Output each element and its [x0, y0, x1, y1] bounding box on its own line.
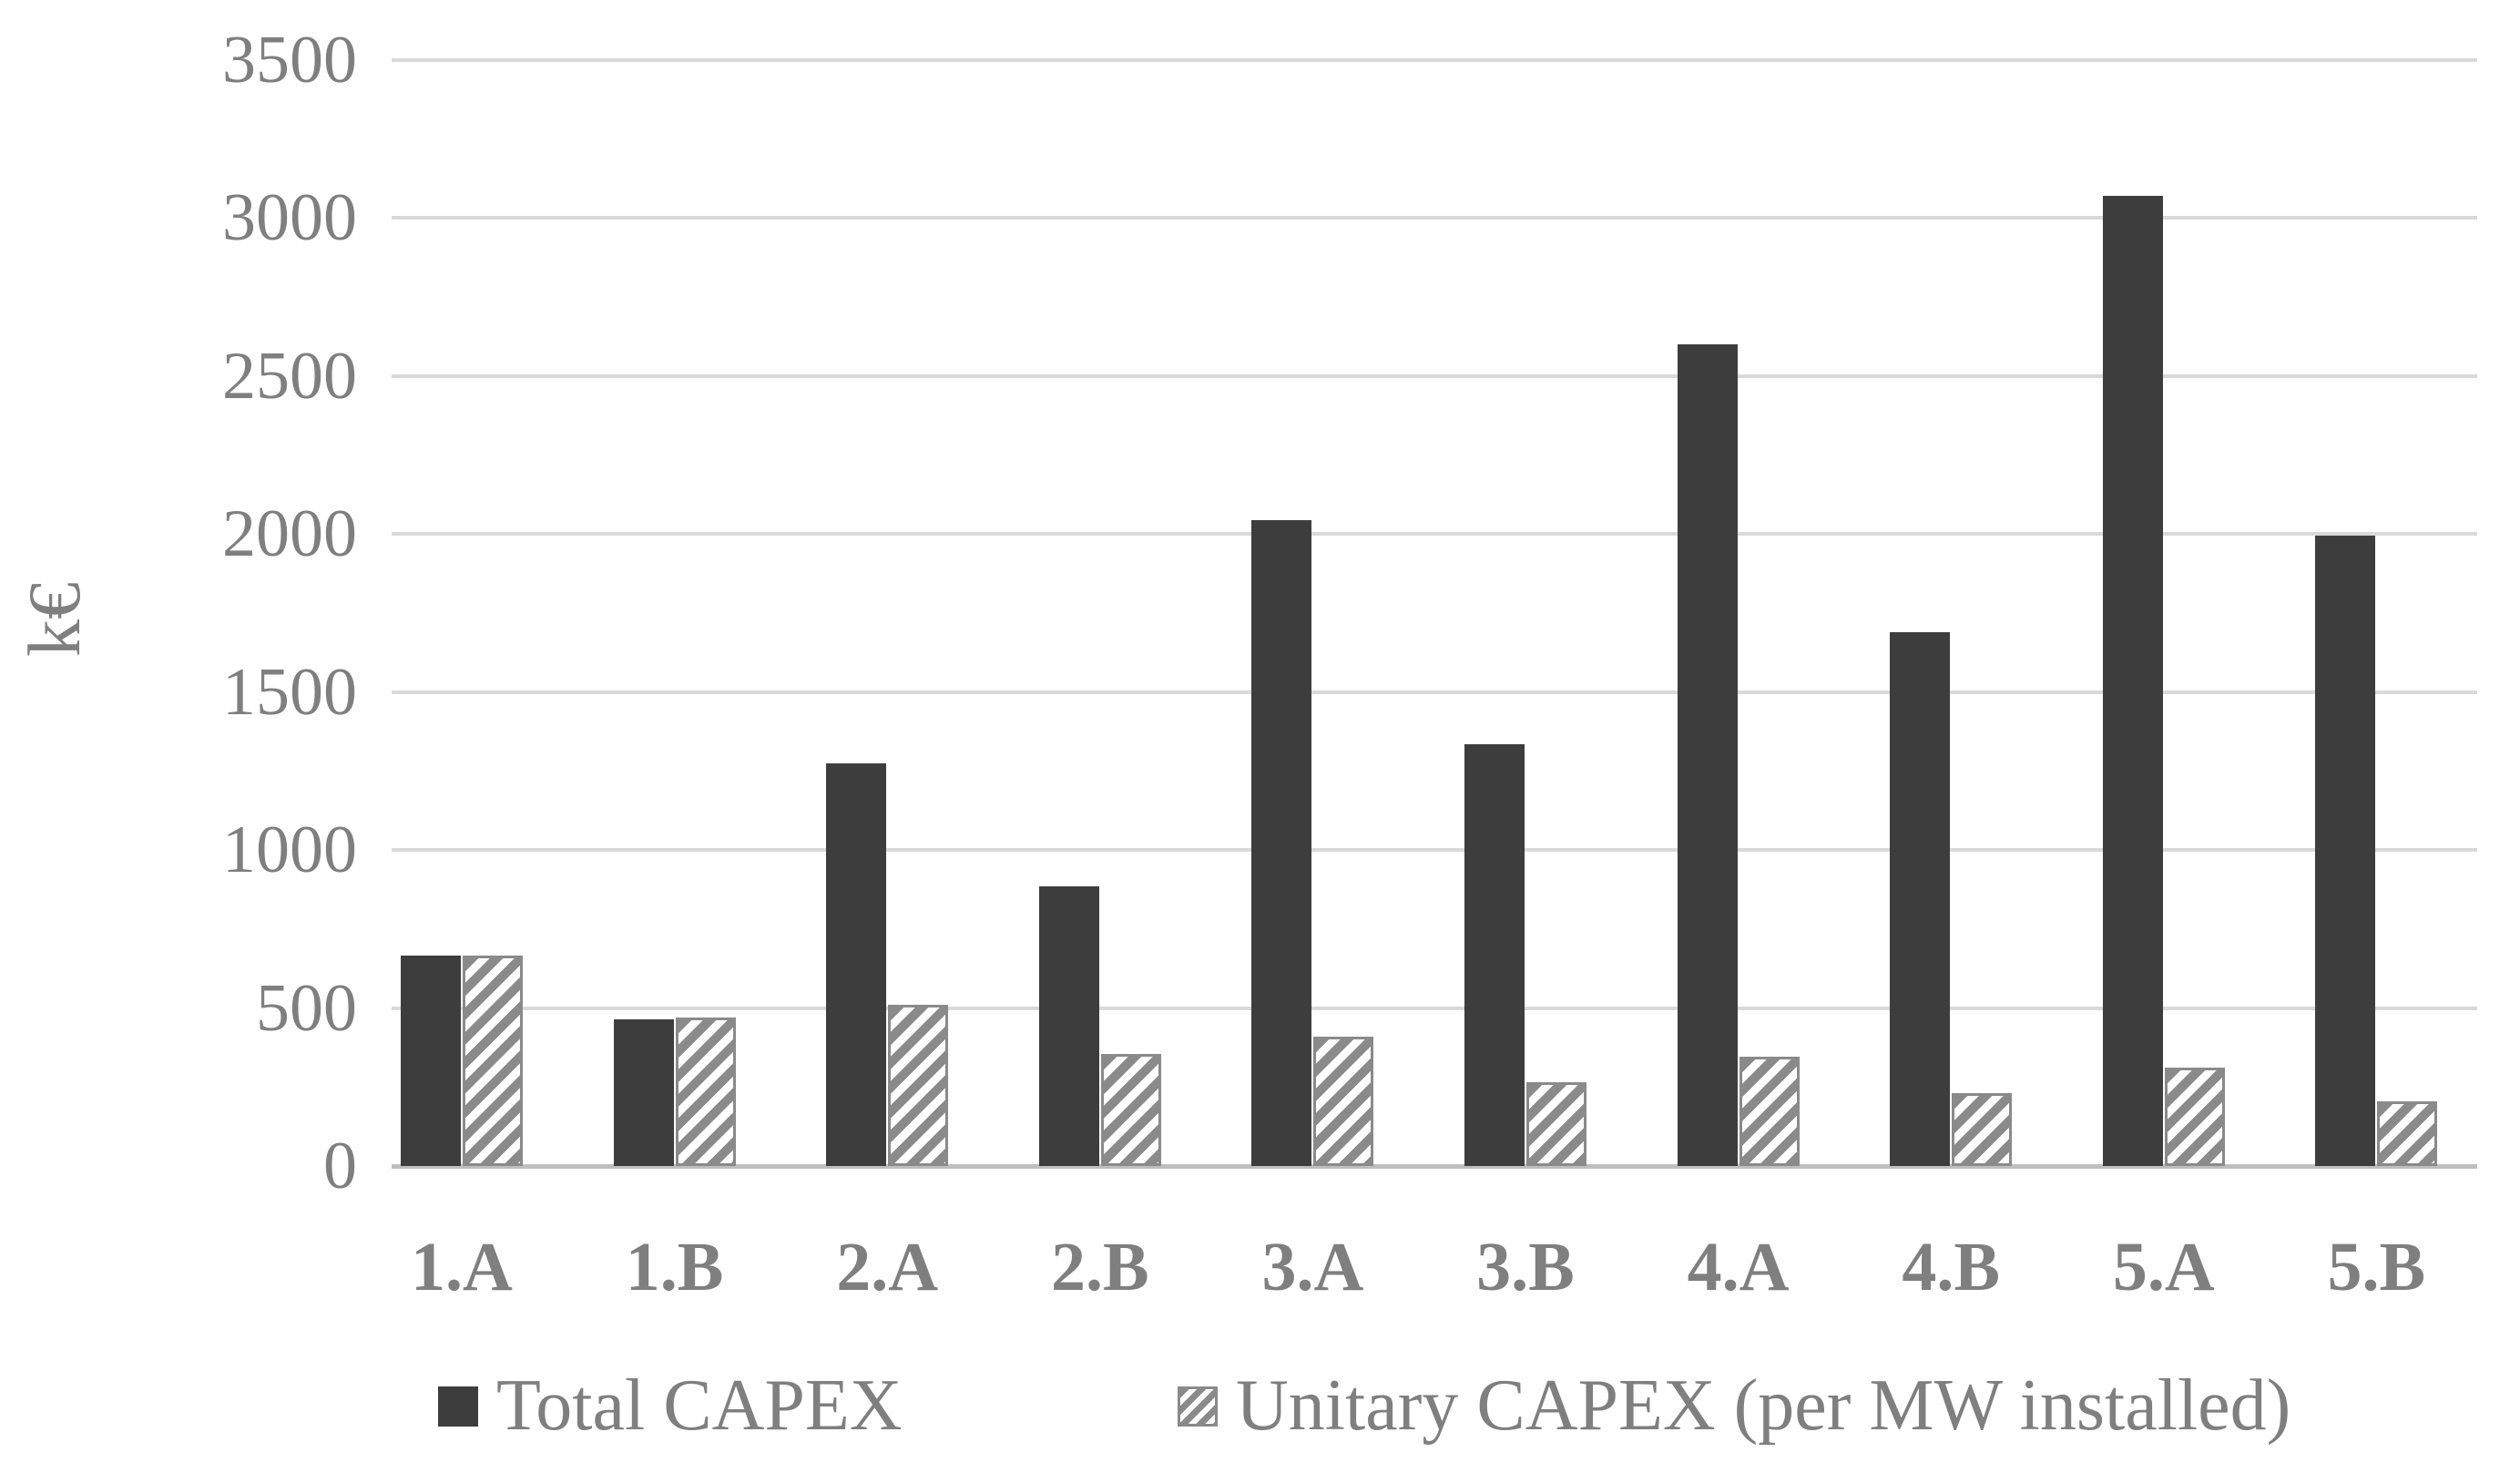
y-tick-label-0: 0 — [323, 1129, 357, 1203]
y-tick-label-3500: 3500 — [222, 23, 357, 97]
x-axis-label-2.A: 2.A — [836, 1229, 939, 1305]
x-axis-label-5.B: 5.B — [2327, 1229, 2426, 1305]
x-axis-label-4.A: 4.A — [1687, 1229, 1790, 1305]
x-axis-label-1.B: 1.B — [625, 1229, 724, 1305]
bar-total-4.A — [1677, 344, 1738, 1166]
x-axis-label-2.B: 2.B — [1050, 1229, 1149, 1305]
legend-item-total-capex: Total CAPEX — [438, 1365, 903, 1447]
bar-unitary-3.A — [1313, 1036, 1374, 1166]
legend-label-unitary-capex: Unitary CAPEX (per MW installed) — [1236, 1366, 2291, 1446]
x-axis-label-4.B: 4.B — [1902, 1229, 2001, 1305]
bar-unitary-5.A — [2164, 1068, 2225, 1166]
bar-unitary-1.A — [463, 956, 523, 1166]
bar-unitary-4.B — [1952, 1093, 2013, 1166]
y-tick-label-2500: 2500 — [222, 338, 357, 414]
bar-total-2.B — [1038, 886, 1099, 1166]
x-axis-label-1.A: 1.A — [411, 1229, 513, 1305]
gridline-0 — [392, 1164, 2477, 1169]
y-tick-label-2000: 2000 — [222, 496, 357, 572]
bar-total-2.A — [826, 762, 887, 1166]
y-tick-label-500: 500 — [256, 970, 357, 1046]
y-axis-title: k€ — [13, 582, 96, 657]
gridline-3500 — [392, 58, 2477, 62]
legend-swatch-total-capex — [438, 1386, 478, 1427]
gridline-500 — [392, 1006, 2477, 1010]
bar-total-1.B — [613, 1018, 674, 1166]
bar-unitary-1.B — [675, 1017, 736, 1166]
bar-unitary-3.B — [1526, 1082, 1586, 1166]
bar-unitary-2.A — [888, 1005, 949, 1166]
bar-unitary-2.B — [1100, 1053, 1161, 1166]
legend-item-unitary-capex: Unitary CAPEX (per MW installed) — [1178, 1365, 2290, 1447]
bar-total-4.B — [1890, 631, 1951, 1166]
gridline-3000 — [392, 216, 2477, 220]
bar-total-5.A — [2102, 196, 2163, 1166]
y-tick-label-1500: 1500 — [222, 654, 357, 730]
legend-swatch-unitary-capex — [1178, 1386, 1218, 1427]
gridline-2000 — [392, 532, 2477, 537]
bar-total-3.A — [1251, 519, 1312, 1166]
legend-label-total-capex: Total CAPEX — [496, 1366, 903, 1446]
x-axis-label-3.B: 3.B — [1476, 1229, 1575, 1305]
bar-total-1.A — [401, 956, 461, 1166]
gridline-1500 — [392, 690, 2477, 694]
x-axis-label-5.A: 5.A — [2112, 1229, 2215, 1305]
gridline-1000 — [392, 848, 2477, 853]
bar-total-5.B — [2315, 536, 2376, 1166]
bar-unitary-5.B — [2377, 1100, 2438, 1166]
gridline-2500 — [392, 373, 2477, 378]
plot-area — [392, 58, 2477, 1169]
y-tick-label-1000: 1000 — [222, 813, 357, 888]
y-tick-label-3000: 3000 — [222, 180, 357, 256]
x-axis-label-3.A: 3.A — [1261, 1229, 1364, 1305]
bar-unitary-4.A — [1739, 1057, 1800, 1166]
bar-total-3.B — [1464, 743, 1525, 1166]
